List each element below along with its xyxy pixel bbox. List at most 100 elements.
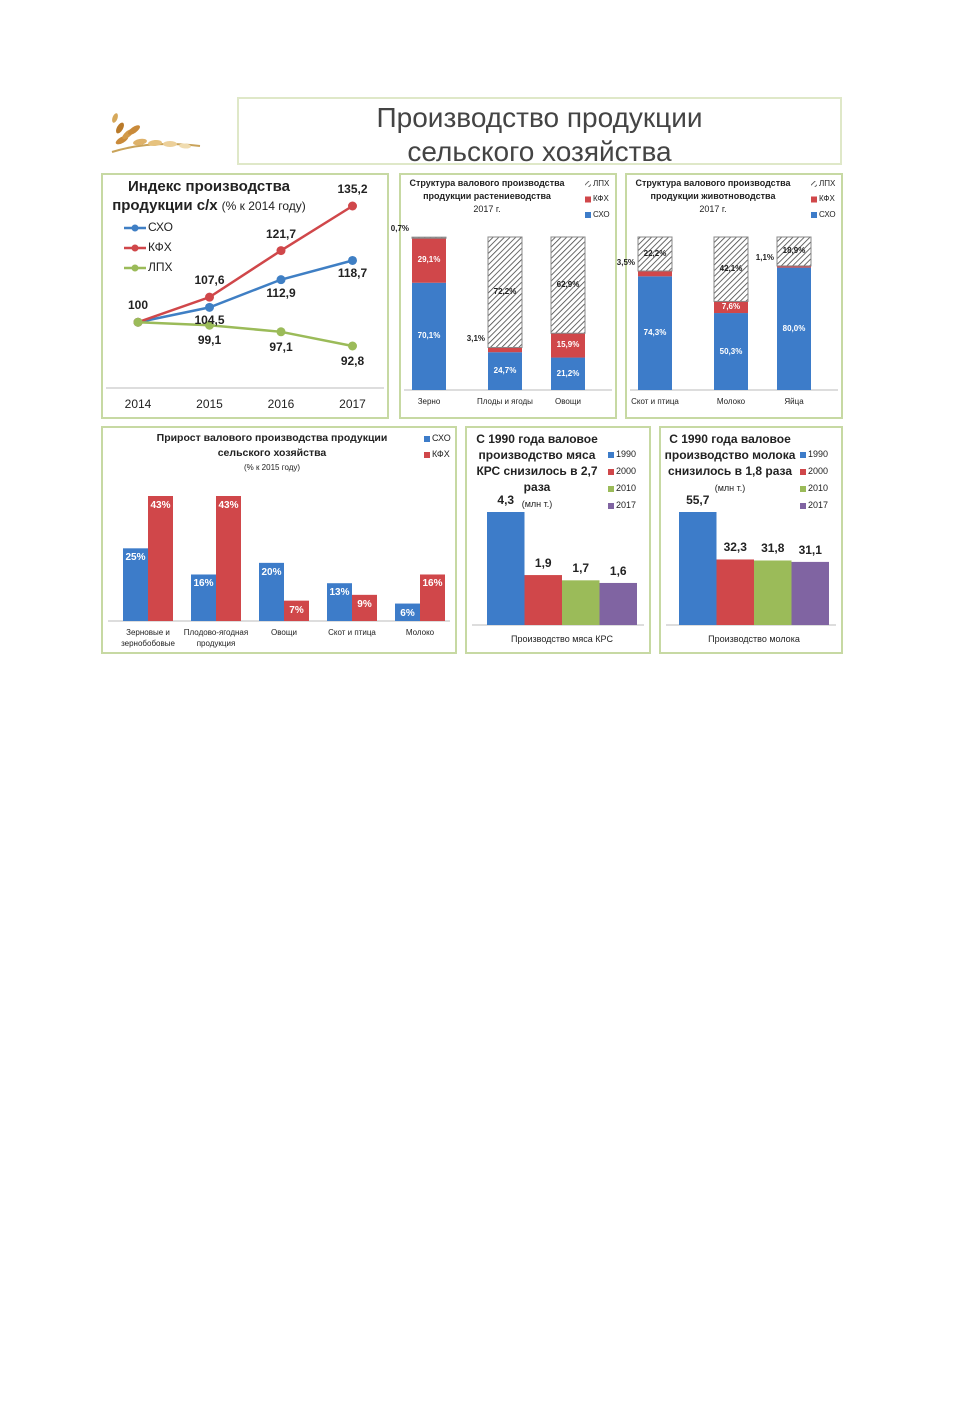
legend-label: 1990 — [616, 449, 637, 460]
bar-segment — [411, 236, 447, 239]
chart-title-block: С 1990 года валовое производство мяса КР… — [468, 431, 606, 512]
legend-label: ЛПХ — [148, 260, 173, 274]
legend-swatch — [608, 452, 614, 458]
bar — [420, 574, 445, 621]
data-label: 1,1% — [755, 252, 774, 262]
bar-segment — [714, 313, 748, 390]
data-point — [348, 255, 357, 265]
data-line — [137, 204, 354, 324]
legend-swatch — [811, 196, 817, 203]
bar-segment — [488, 352, 522, 390]
chart-subtitle: (млн т.) — [714, 483, 746, 493]
data-label: 74,3% — [643, 328, 667, 338]
legend-swatch — [811, 212, 817, 218]
data-point — [276, 246, 286, 256]
legend-swatch — [608, 486, 614, 492]
x-tick-label: Производство мяса КРС — [511, 634, 613, 644]
legend-label: 2000 — [808, 466, 829, 477]
bar-segment — [777, 265, 811, 268]
data-label: 80,0% — [782, 323, 806, 333]
legend-label: КФХ — [819, 194, 835, 204]
legend-marker — [131, 264, 139, 272]
legend-swatch — [800, 503, 806, 509]
bar-segment — [776, 236, 812, 267]
data-point — [205, 292, 214, 302]
bar — [148, 496, 173, 621]
bar — [754, 560, 792, 625]
data-label: 97,1 — [269, 339, 293, 354]
data-label: 62,9% — [556, 280, 580, 290]
legend-label: КФХ — [432, 449, 450, 460]
bar — [327, 583, 352, 621]
data-label: 20% — [261, 566, 282, 578]
chart-title-block: Индекс производства продукции с/х (% к 20… — [104, 177, 314, 216]
data-point — [205, 302, 214, 312]
data-label: 21,2% — [556, 368, 580, 378]
x-tick-label: Зерновые и зернобобовые — [121, 628, 175, 648]
bar — [524, 575, 562, 625]
data-label: 0,7% — [390, 224, 409, 234]
bar-segment — [488, 347, 522, 353]
legend-swatch — [424, 452, 430, 458]
data-label: 16% — [422, 578, 443, 590]
data-label: 42,1% — [719, 264, 743, 274]
chart-subtitle: (% к 2015 году) — [243, 463, 301, 472]
chart-title: Прирост валового производства продукции … — [156, 432, 388, 459]
bar-segment — [638, 270, 672, 277]
bar — [716, 559, 754, 625]
legend-swatch — [608, 469, 614, 475]
bar-segment — [412, 238, 446, 283]
data-label: 1,9 — [534, 556, 552, 571]
data-label: 1,7 — [572, 561, 590, 576]
legend-swatch — [585, 212, 591, 218]
chart-subtitle: (% к 2014 году) — [221, 199, 306, 213]
x-tick-label: 2017 — [339, 397, 366, 411]
data-label: 6% — [400, 607, 415, 619]
chart-title-block: С 1990 года валовое производство молока … — [662, 431, 798, 496]
bar — [352, 594, 377, 621]
data-label: 25% — [125, 552, 146, 564]
chart-title: Индекс производства продукции с/х — [112, 178, 290, 214]
x-tick-label: 2016 — [267, 397, 295, 411]
legend-label: 2000 — [616, 466, 637, 477]
x-tick-label: Молоко — [405, 628, 435, 637]
legend-marker — [131, 224, 139, 232]
chart-title-block: Прирост валового производства продукции … — [147, 431, 397, 476]
bar — [487, 512, 525, 625]
bar-segment — [551, 357, 585, 390]
x-tick-label: Яйца — [784, 397, 804, 406]
bar — [259, 562, 284, 621]
bar-segment — [550, 236, 586, 334]
data-label: 22,2% — [643, 248, 667, 258]
bar — [284, 600, 309, 621]
data-line — [137, 259, 353, 324]
x-tick-label: 2015 — [196, 397, 223, 411]
data-label: 18,9% — [782, 246, 806, 256]
legend-swatch — [811, 181, 817, 187]
legend-label: 2017 — [808, 500, 829, 511]
bar-segment — [714, 301, 748, 314]
legend-label: 2010 — [616, 483, 637, 494]
bar-segment — [638, 276, 672, 390]
legend-label: КФХ — [148, 240, 172, 254]
data-label: 100 — [127, 298, 149, 313]
bar-segment — [777, 267, 811, 390]
chart-title: С 1990 года валовое производство молока … — [664, 432, 796, 478]
data-label: 107,6 — [194, 273, 225, 288]
data-label: 24,7% — [493, 366, 517, 376]
data-label: 43% — [218, 500, 239, 511]
legend-swatch — [800, 486, 806, 492]
bar — [791, 561, 829, 625]
x-tick-label: Плоды и ягоды — [477, 397, 533, 406]
data-label: 104,5 — [194, 313, 225, 328]
data-label: 99,1 — [197, 333, 222, 348]
data-label: 16% — [193, 578, 214, 590]
data-label: 3,1% — [466, 334, 485, 344]
data-label: 29,1% — [417, 255, 441, 265]
data-label: 13% — [329, 587, 350, 599]
data-label: 135,2 — [337, 182, 368, 196]
legend-swatch — [800, 469, 806, 475]
data-label: 31,8 — [761, 541, 785, 556]
x-tick-label: Плодово-ягодная продукция — [183, 628, 249, 648]
